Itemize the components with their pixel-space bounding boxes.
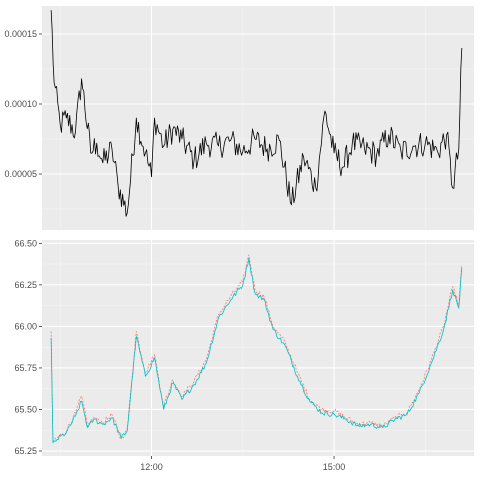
x-tick-label: 15:00	[323, 462, 346, 472]
plot-background	[42, 240, 474, 456]
series-line-2	[50, 257, 463, 444]
series-line-1	[50, 254, 463, 442]
y-tick-label: 65.50	[14, 404, 37, 414]
y-tick-label: 66.50	[14, 238, 37, 248]
top-panel: 0.00005 0.00010 0.00015	[4, 6, 474, 230]
y-tick-label: 65.25	[14, 446, 37, 456]
y-tick-label: 0.00015	[4, 29, 37, 39]
y-tick-label: 66.00	[14, 321, 37, 331]
x-tick-label: 12:00	[140, 462, 163, 472]
series-line-1	[50, 10, 463, 217]
y-tick-label: 66.25	[14, 280, 37, 290]
y-tick-label: 0.00005	[4, 169, 37, 179]
y-tick-label: 0.00010	[4, 99, 37, 109]
bottom-panel: 65.25 65.50 65.75 66.00 66.25 66.50 12:00 15:00	[14, 238, 474, 472]
y-tick-label: 65.75	[14, 363, 37, 373]
plot-background	[42, 6, 474, 230]
